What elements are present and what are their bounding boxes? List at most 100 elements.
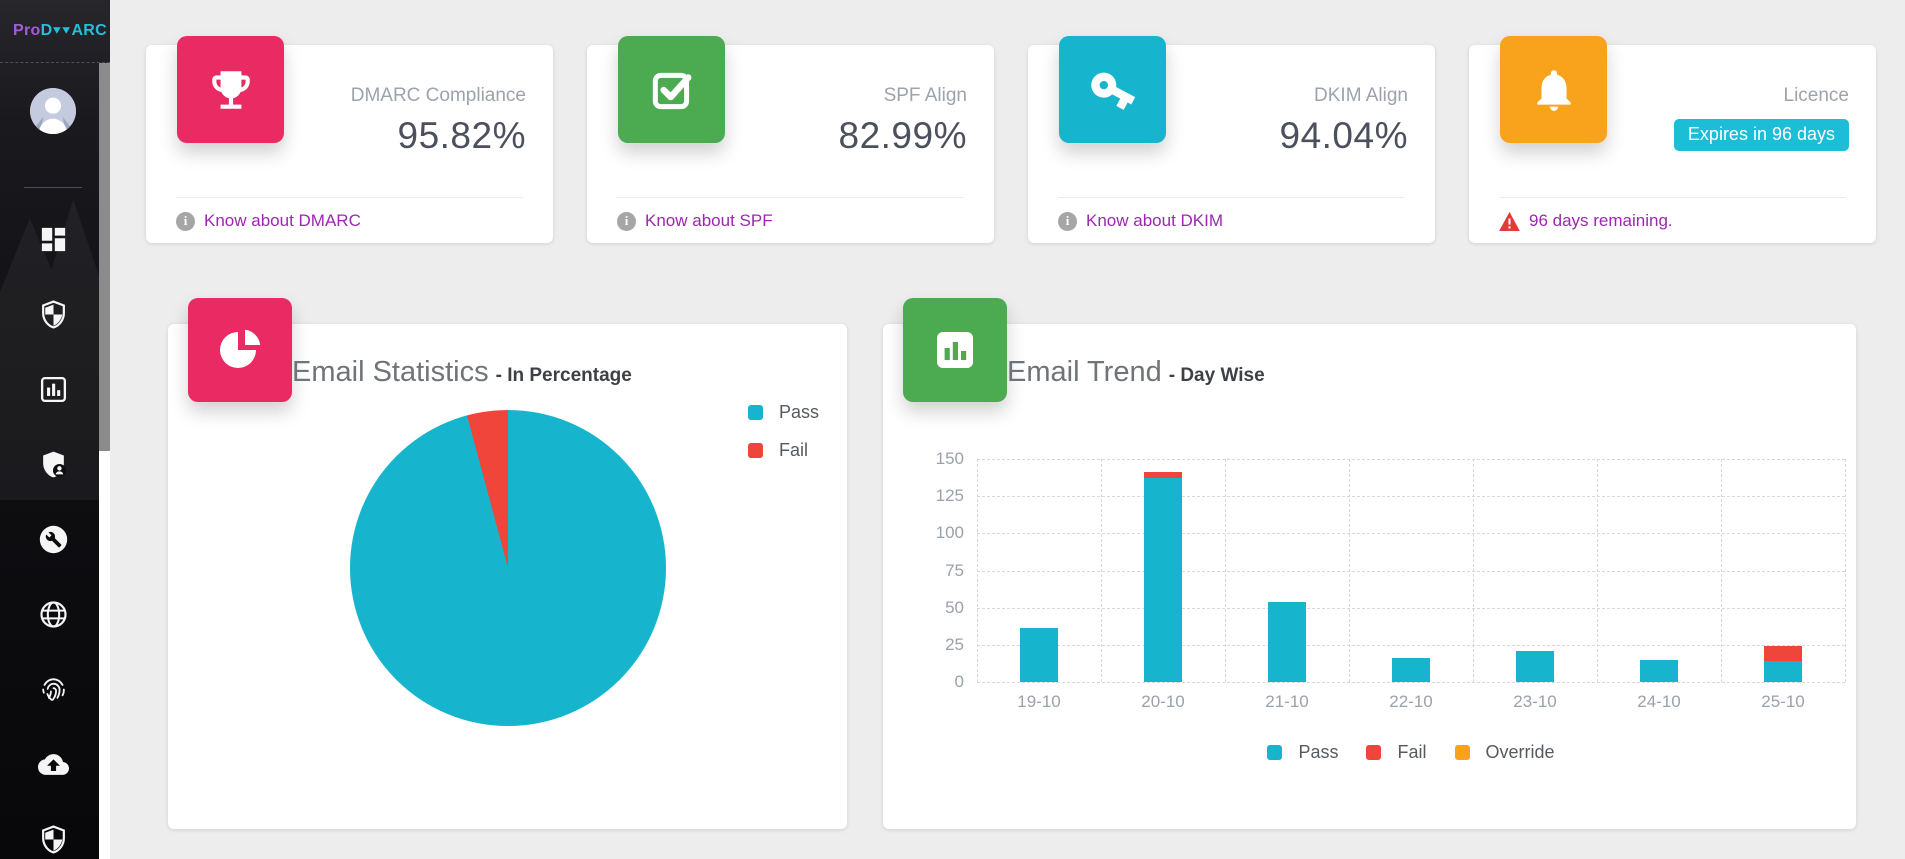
sidebar-divider: [24, 187, 82, 188]
legend-item-override[interactable]: Override: [1454, 742, 1555, 763]
legend-item-fail[interactable]: Fail: [748, 440, 819, 461]
person-icon: [30, 88, 76, 134]
trend-legend: Pass Fail Override: [977, 742, 1845, 763]
legend-item-fail[interactable]: Fail: [1366, 742, 1427, 763]
y-axis-tick: 75: [945, 560, 964, 580]
override-swatch: [1454, 745, 1470, 760]
sidebar-item-forensics[interactable]: [36, 672, 70, 706]
gridline-v: [1845, 459, 1846, 682]
y-axis-tick: 125: [935, 486, 964, 506]
legend-label: Fail: [779, 440, 809, 460]
key-icon-box: [1059, 36, 1166, 143]
pass-swatch: [748, 405, 763, 420]
stat-label: DMARC Compliance: [350, 85, 526, 106]
bar-pass-23-10: [1516, 650, 1554, 682]
legend-label: Pass: [1298, 742, 1339, 762]
know-about-spf-link[interactable]: i Know about SPF: [617, 211, 773, 231]
shield-user-icon: [42, 451, 66, 477]
x-axis-tick: 19-10: [1017, 692, 1061, 711]
gridline-v: [1225, 459, 1226, 682]
pass-swatch: [1267, 745, 1283, 760]
stat-value: 95.82%: [397, 115, 526, 156]
legend-item-pass[interactable]: Pass: [1267, 742, 1338, 763]
logo-text-d: D: [40, 22, 53, 39]
gridline-v: [1101, 459, 1102, 682]
stat-footer-text: 96 days remaining.: [1529, 211, 1673, 230]
logo-text-pro: Pro: [13, 22, 41, 39]
y-axis-tick: 25: [945, 634, 964, 654]
sidebar-item-policy[interactable]: [36, 822, 70, 856]
user-avatar[interactable]: [30, 88, 76, 134]
gridline-h: [977, 459, 1845, 460]
pie-chart-icon: [220, 329, 261, 368]
fail-swatch: [1366, 745, 1382, 760]
bar-fail-20-10: [1144, 472, 1182, 479]
licence-warning[interactable]: 96 days remaining.: [1499, 211, 1673, 231]
app-logo[interactable]: Pro D ARC: [0, 0, 110, 63]
bar-pass-21-10: [1268, 601, 1306, 682]
sidebar-item-upload[interactable]: [36, 747, 70, 781]
bar-pass-19-10: [1020, 628, 1058, 682]
trend-chart-icon-box: [903, 298, 1007, 402]
trophy-icon: [211, 70, 250, 109]
fail-swatch: [748, 443, 763, 458]
divider: [176, 197, 523, 198]
licence-expiry-badge: Expires in 96 days: [1673, 119, 1849, 151]
stats-row: DMARC Compliance 95.82% i Know about DMA…: [146, 36, 1876, 243]
email-trend-card: Email Trend - Day Wise 0 25 50 75 100 125 150 19…: [883, 298, 1856, 829]
sidebar-scrollbar[interactable]: [99, 63, 110, 859]
know-about-dkim-link[interactable]: i Know about DKIM: [1058, 211, 1223, 231]
pie-subtitle-text: - In Percentage: [495, 365, 632, 386]
wrench-icon: [39, 525, 67, 553]
trend-card-title: Email Trend - Day Wise: [1007, 356, 1265, 389]
stat-footer-text: Know about DKIM: [1086, 211, 1224, 230]
sidebar-item-shield-user[interactable]: [36, 447, 70, 481]
gridline-h: [977, 607, 1845, 609]
legend-item-pass[interactable]: Pass: [748, 402, 819, 423]
dashboard-grid-icon: [41, 227, 65, 251]
y-axis-tick: 100: [935, 523, 964, 543]
gridline-h: [977, 533, 1845, 535]
x-axis-tick: 23-10: [1513, 692, 1557, 711]
pie-chart-icon-box: [188, 298, 292, 402]
stat-card-spf: SPF Align 82.99% i Know about SPF: [587, 36, 994, 243]
email-statistics-pie: [350, 410, 666, 726]
scrollbar-thumb[interactable]: [99, 63, 110, 451]
x-axis-tick: 20-10: [1141, 692, 1185, 711]
gridline-v: [1349, 459, 1350, 682]
know-about-dmarc-link[interactable]: i Know about DMARC: [176, 211, 361, 231]
sidebar-item-dashboard[interactable]: [36, 222, 70, 256]
bar-pass-22-10: [1392, 658, 1430, 682]
bar-chart-icon: [40, 376, 66, 402]
trophy-icon-box: [177, 36, 284, 143]
pie-card-title: Email Statistics - In Percentage: [292, 356, 632, 389]
stat-footer-text: Know about SPF: [645, 211, 773, 230]
gridline-v: [977, 459, 978, 682]
cloud-upload-icon: [37, 753, 69, 775]
checkbox-icon: [652, 72, 691, 109]
sidebar-item-shield[interactable]: [36, 297, 70, 331]
sidebar-item-tools[interactable]: [36, 522, 70, 556]
main-content: DMARC Compliance 95.82% i Know about DMA…: [110, 0, 1905, 859]
bar-fail-25-10: [1764, 646, 1802, 662]
pie-title-text: Email Statistics: [292, 356, 489, 388]
stat-card-licence: Licence Expires in 96 days 96 days remai…: [1469, 36, 1876, 243]
pie-legend: Pass Fail: [748, 402, 819, 461]
bar-pass-24-10: [1640, 659, 1678, 682]
stat-footer-text: Know about DMARC: [204, 211, 361, 230]
x-axis-tick: 24-10: [1637, 692, 1681, 711]
sidebar-item-reports[interactable]: [36, 372, 70, 406]
divider: [617, 197, 964, 198]
bar-pass-20-10: [1144, 478, 1182, 682]
globe-icon: [39, 600, 67, 628]
trend-subtitle-text: - Day Wise: [1168, 365, 1265, 386]
charts-row: Email Statistics - In Percentage Pass Fai…: [168, 298, 1856, 829]
gridline-v: [1597, 459, 1598, 682]
bell-icon: [1536, 69, 1571, 111]
stat-card-dkim: DKIM Align 94.04% i Know about DKIM: [1028, 36, 1435, 243]
sidebar: Pro D ARC: [0, 0, 110, 859]
y-axis-tick: 50: [945, 597, 964, 617]
sidebar-item-web[interactable]: [36, 597, 70, 631]
logo-text-arc: ARC: [71, 22, 108, 39]
gridline-h: [977, 682, 1845, 683]
